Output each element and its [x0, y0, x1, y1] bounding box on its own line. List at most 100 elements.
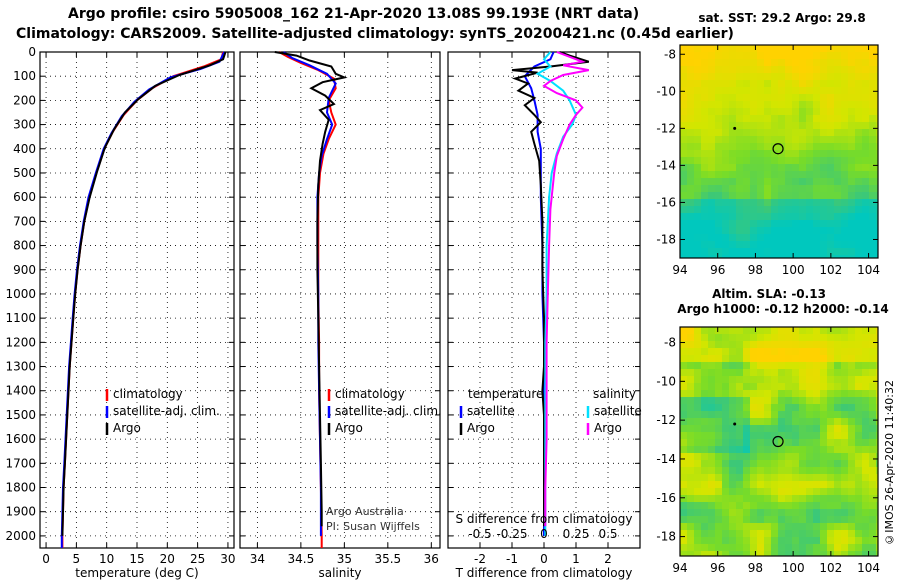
x2-tick-label: -0.25 [496, 527, 527, 541]
y-tick-label: 400 [13, 142, 36, 156]
map-frame [679, 44, 879, 259]
legend-s-argo: Argo [594, 421, 622, 435]
legend-satellite-adj: satellite-adj. clim. [113, 404, 220, 418]
legend-argo-sal: Argo [335, 421, 363, 435]
x-tick-label: 36 [424, 552, 439, 566]
y-tick-label: 2000 [5, 529, 36, 543]
float-track-dot [733, 422, 737, 426]
x2-tick-label: 0.5 [598, 527, 617, 541]
x-tick-label: 35 [337, 552, 352, 566]
x-tick-label: 34 [250, 552, 265, 566]
y-tick-label: 100 [13, 69, 36, 83]
plot-frame [239, 51, 441, 549]
float-position-marker [772, 435, 784, 448]
y-tick-label: 1800 [5, 481, 36, 495]
x-tick-label: 2 [604, 552, 612, 566]
y-tick-label: 600 [13, 190, 36, 204]
figure-title-line2: Climatology: CARS2009. Satellite-adjuste… [16, 26, 734, 42]
x-tick-label: -2 [474, 552, 486, 566]
y-tick-label: 700 [13, 214, 36, 228]
map-y-tick-label: -18 [656, 232, 676, 246]
legend-t-satellite: satellite [467, 404, 515, 418]
map-x-tick-label: 104 [857, 561, 880, 575]
map-y-tick-label: -16 [656, 195, 676, 209]
salinity-profile-panel: 34 34.5 35 35.5 36 salinity [239, 51, 441, 580]
map-y-tick-label: -12 [656, 413, 676, 427]
float-track-dot [733, 126, 737, 130]
series-line-s-argo [542, 51, 589, 527]
y-tick-label: 800 [13, 239, 36, 253]
y-tick-label: 0 [28, 45, 36, 59]
y-tick-label: 500 [13, 166, 36, 180]
plot-frame [39, 51, 235, 549]
x2-tick-label: 0 [540, 527, 548, 541]
legend-climatology-sal: climatology [335, 387, 405, 401]
float-position-marker [772, 143, 784, 155]
map-y-tick-label: -12 [656, 121, 676, 135]
annotation-pi: PI: Susan Wijffels [326, 520, 420, 533]
y-tick-label: 1300 [5, 360, 36, 374]
legend-temperature-title: temperature [468, 387, 543, 401]
map-x-tick-label: 98 [748, 263, 763, 277]
x-tick-label: 15 [129, 552, 144, 566]
x-axis-label: temperature (deg C) [75, 566, 198, 580]
sla-map-subtitle: Argo h1000: -0.12 h2000: -0.14 [677, 302, 888, 316]
map-x-tick-label: 98 [748, 561, 763, 575]
y-tick-label: 900 [13, 263, 36, 277]
y-tick-label: 300 [13, 118, 36, 132]
sst-map: 94 96 98 100 102 104 -8 -10 -12 -14 -16 -18 [656, 44, 880, 277]
annotation-argo-australia: Argo Australia [326, 505, 404, 518]
x-tick-label: 35.5 [374, 552, 401, 566]
legend-satellite-adj-sal: satellite-adj. clim. [335, 404, 442, 418]
x-tick-label: 0 [42, 552, 50, 566]
x-tick-label: -1 [506, 552, 518, 566]
map-y-tick-label: -8 [664, 47, 676, 61]
map-x-tick-label: 96 [710, 263, 725, 277]
legend-s-satellite: satellite [594, 404, 642, 418]
map-x-tick-label: 104 [857, 263, 880, 277]
legend-salinity-title: salinity [593, 387, 636, 401]
x-tick-label: 20 [160, 552, 175, 566]
map-y-tick-label: -8 [664, 336, 676, 350]
map-x-tick-label: 100 [782, 561, 805, 575]
x-tick-label: 1 [572, 552, 580, 566]
map-y-tick-label: -10 [656, 84, 676, 98]
map-x-tick-label: 102 [819, 561, 842, 575]
x-tick-label: 25 [190, 552, 205, 566]
map-x-tick-label: 94 [672, 263, 687, 277]
x-tick-label: 5 [73, 552, 81, 566]
series-line-climatology [61, 51, 225, 548]
legend-t-argo: Argo [467, 421, 495, 435]
x2-axis-label: S difference from climatology [456, 512, 633, 526]
figure-title-line1: Argo profile: csiro 5905008_162 21-Apr-2… [68, 6, 640, 22]
sla-map: 94 96 98 100 102 104 -8 -10 -12 -14 -16 -18 [656, 326, 880, 575]
y-tick-label: 1900 [5, 505, 36, 519]
legend-climatology: climatology [113, 387, 183, 401]
y-tick-label: 1100 [5, 311, 36, 325]
x-tick-label: 30 [220, 552, 235, 566]
map-y-tick-label: -14 [656, 452, 676, 466]
series-line-argo [61, 51, 227, 536]
map-x-tick-label: 96 [710, 561, 725, 575]
x2-tick-label: -0.5 [468, 527, 491, 541]
difference-profile-panel: -2 -1 0 1 2T difference from climatology [447, 51, 641, 580]
map-x-tick-label: 94 [672, 561, 687, 575]
y-tick-label: 1600 [5, 432, 36, 446]
map-y-tick-label: -16 [656, 491, 676, 505]
x-tick-label: 10 [99, 552, 114, 566]
map-x-tick-label: 100 [782, 263, 805, 277]
y-tick-label: 1500 [5, 408, 36, 422]
y-tick-label: 200 [13, 93, 36, 107]
map-y-tick-label: -10 [656, 374, 676, 388]
map-y-tick-label: -18 [656, 530, 676, 544]
series-line-argo [274, 51, 348, 527]
x2-tick-label: 0.25 [563, 527, 590, 541]
temperature-profile-panel: 0 5 10 15 20 25 30 temperature (deg C) 0 100 200 30… [5, 45, 235, 580]
x-axis-label: T difference from climatology [455, 566, 633, 580]
series-line-t-argo [511, 51, 590, 527]
y-tick-label: 1000 [5, 287, 36, 301]
credit-label: ©IMOS 26-Apr-2020 11:40:32 [883, 380, 896, 546]
x-axis-label: salinity [318, 566, 361, 580]
legend-argo: Argo [113, 421, 141, 435]
